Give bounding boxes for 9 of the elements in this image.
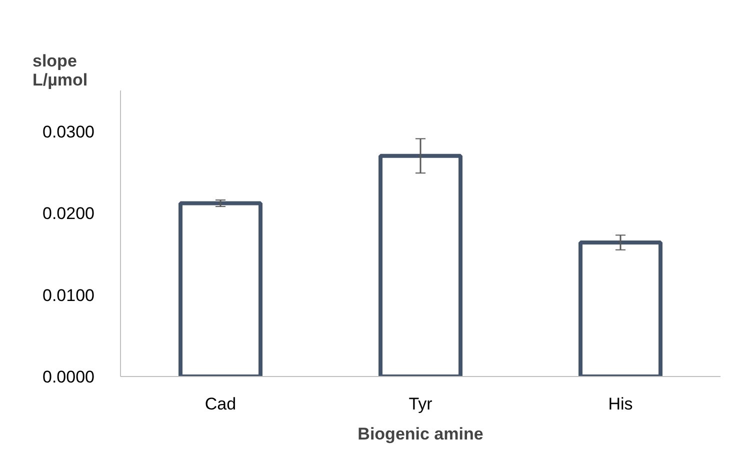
x-tick-label: Tyr [408,394,433,414]
y-axis-title: slope L/µmol [32,52,88,90]
y-tick-label: 0.0000 [42,368,95,386]
y-tick-label: 0.0100 [42,286,95,305]
x-tick-label: His [608,394,633,414]
y-tick-label: 0.0200 [42,204,95,224]
y-tick-label: 0.0300 [42,122,95,142]
x-axis-title: Biogenic amine [358,424,484,444]
x-tick-label: Cad [204,394,236,414]
